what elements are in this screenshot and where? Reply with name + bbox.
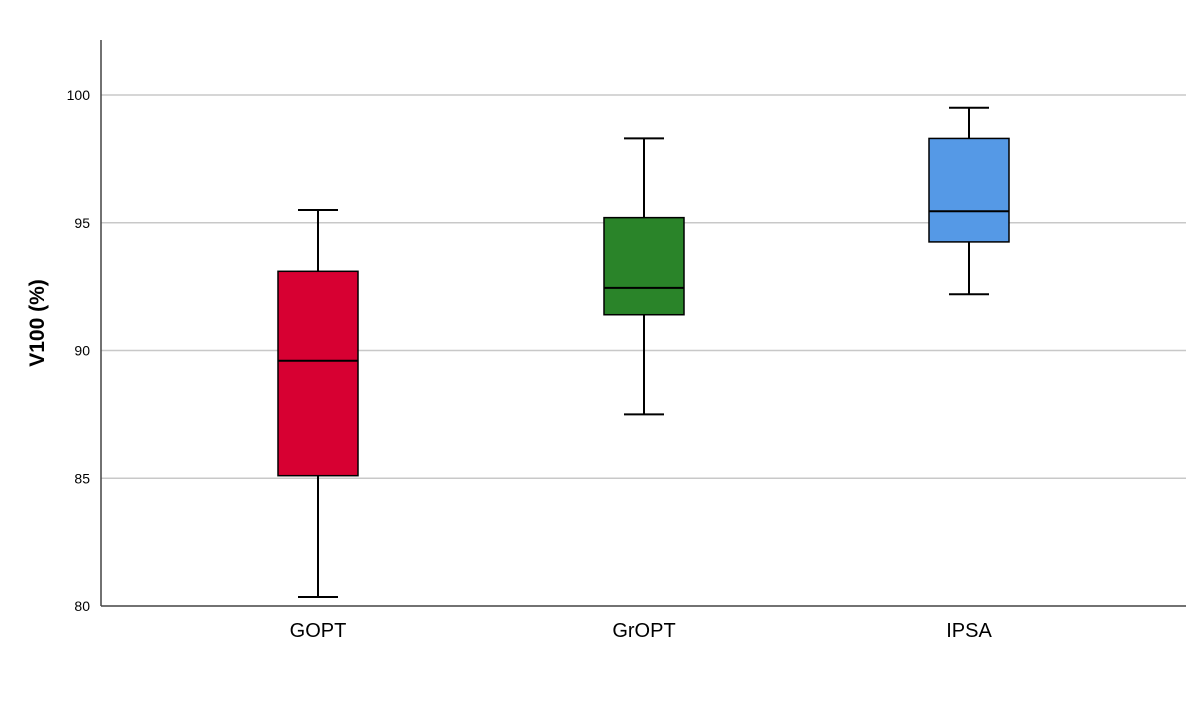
box-gropt (603, 137, 685, 416)
iqr-box (928, 137, 1010, 243)
box-gopt (277, 208, 359, 599)
box-ipsa (928, 106, 1010, 296)
iqr-box (603, 216, 685, 316)
y-tick-label-90: 90 (74, 343, 90, 359)
y-tick-label-100: 100 (67, 87, 91, 103)
axes (100, 40, 1186, 607)
y-tick-label-95: 95 (74, 215, 90, 231)
y-axis-title: V100 (%) (26, 279, 49, 367)
y-tick-label-80: 80 (74, 598, 90, 614)
boxes (277, 106, 1010, 599)
labels: 80 85 90 95 100 V100 (%) GOPT GrOPT IPSA (26, 87, 992, 642)
x-tick-label-gopt: GOPT (290, 620, 347, 642)
iqr-box (277, 270, 359, 477)
x-tick-label-ipsa: IPSA (946, 620, 992, 642)
y-tick-label-85: 85 (74, 470, 90, 486)
x-tick-label-gropt: GrOPT (612, 620, 675, 642)
